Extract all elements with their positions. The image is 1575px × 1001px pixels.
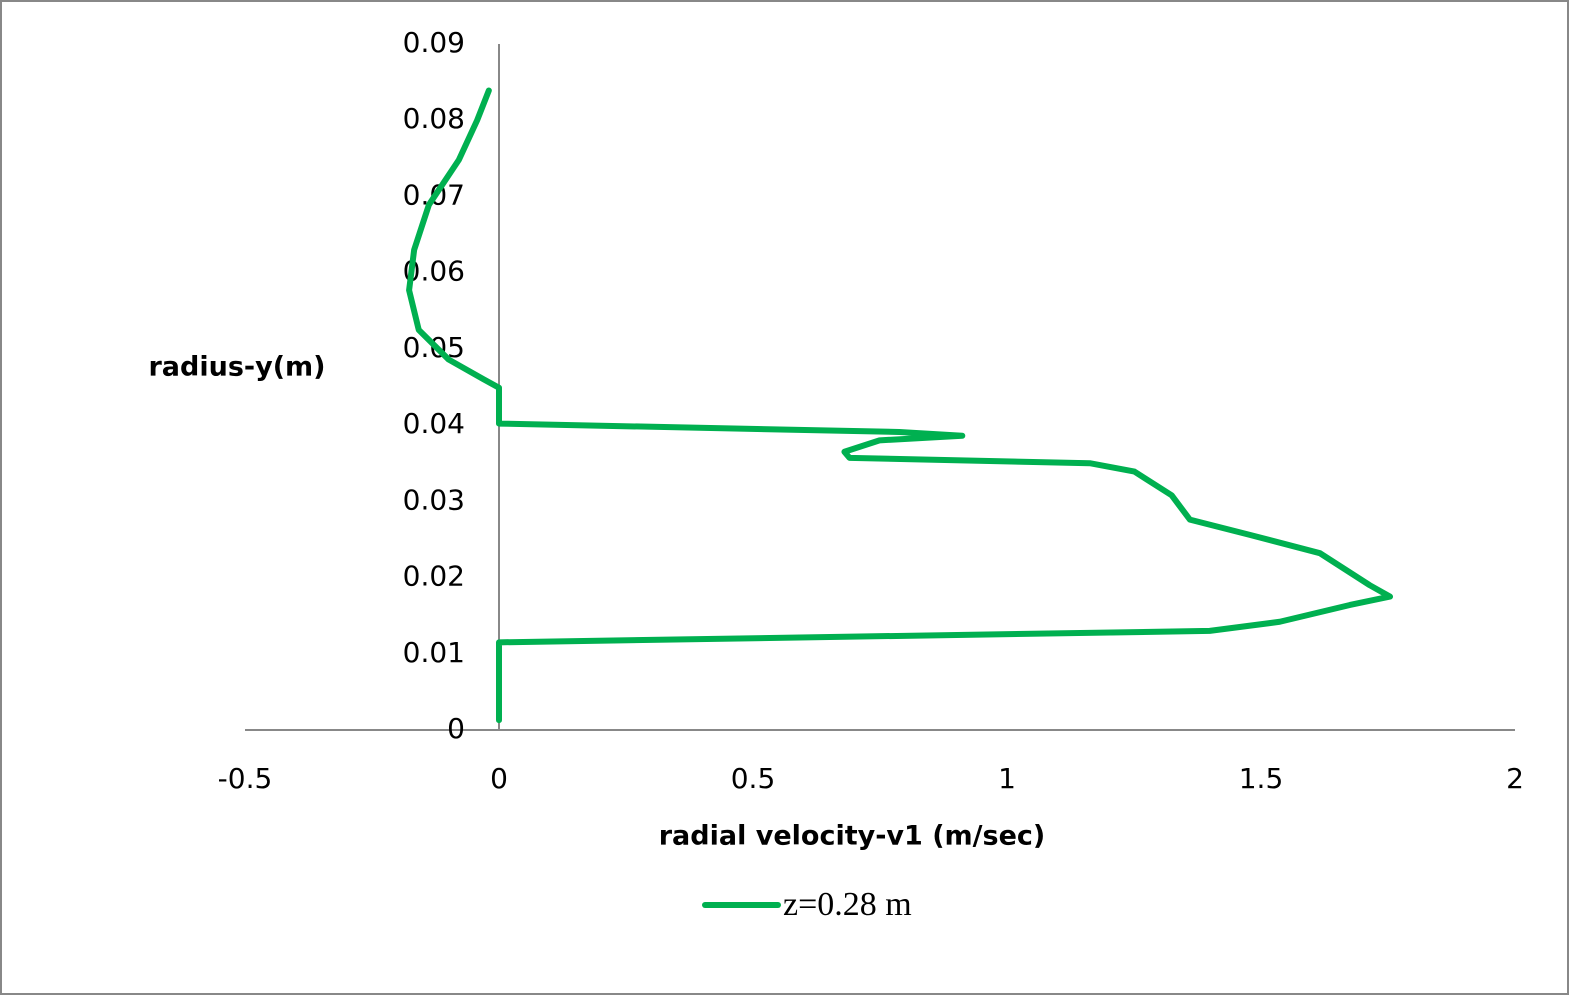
x-axis-title: radial velocity-v1 (m/sec) — [659, 821, 1046, 852]
y-tick-label: 0.01 — [403, 636, 465, 669]
y-tick-label: 0 — [447, 712, 465, 745]
data-line — [406, 87, 1394, 724]
x-tick-label: 0.5 — [731, 762, 776, 795]
x-tick-label: 1 — [998, 762, 1016, 795]
y-tick-label: 0.04 — [403, 407, 465, 440]
y-tick-label: 0.03 — [403, 483, 465, 516]
x-tick-label: 2 — [1506, 762, 1524, 795]
y-axis-title: radius-y(m) — [148, 352, 325, 383]
x-tick-label: 1.5 — [1239, 762, 1284, 795]
y-tick-label: 0.02 — [403, 560, 465, 593]
y-tick-label: 0.09 — [403, 26, 465, 59]
x-tick-label: 0 — [490, 762, 508, 795]
x-tick-label: -0.5 — [218, 762, 273, 795]
legend-label: z=0.28 m — [783, 886, 912, 923]
y-tick-label: 0.08 — [403, 102, 465, 135]
